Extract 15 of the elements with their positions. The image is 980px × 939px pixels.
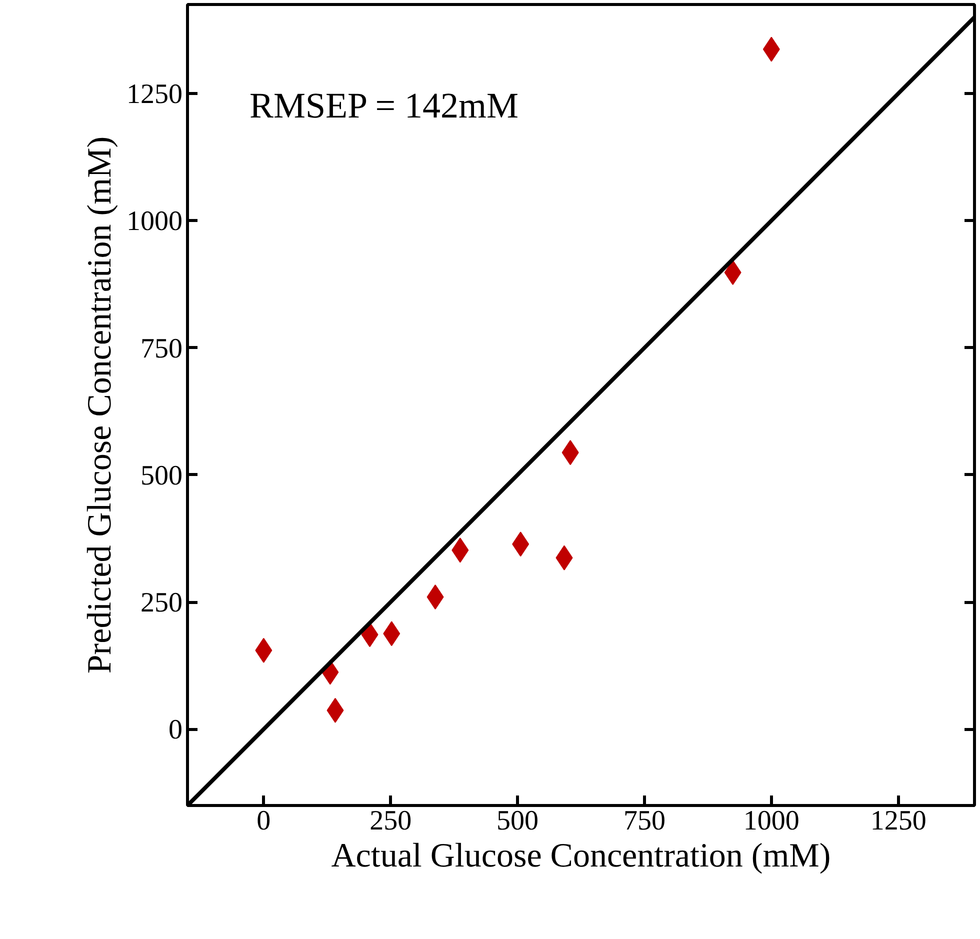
- y-tick-label: 750: [140, 333, 182, 364]
- x-tick-label: 1000: [743, 806, 800, 836]
- y-axis-title: Predicted Glucose Concentration (mM): [82, 136, 118, 674]
- x-tick-label: 0: [256, 806, 271, 836]
- x-tick-label: 750: [623, 806, 666, 836]
- annotation: RMSEP = 142mM: [250, 86, 519, 126]
- y-tick-label: 1000: [126, 206, 182, 238]
- x-tick-label: 1250: [870, 806, 926, 836]
- y-tick-label: 0: [168, 714, 182, 746]
- y-tick-label: 1250: [126, 79, 182, 110]
- y-tick-label: 500: [140, 460, 182, 492]
- x-tick-label: 250: [370, 806, 412, 836]
- x-tick-label: 500: [496, 806, 539, 836]
- x-axis-title: Actual Glucose Concentration (mM): [331, 838, 831, 874]
- y-tick-label: 250: [140, 588, 182, 619]
